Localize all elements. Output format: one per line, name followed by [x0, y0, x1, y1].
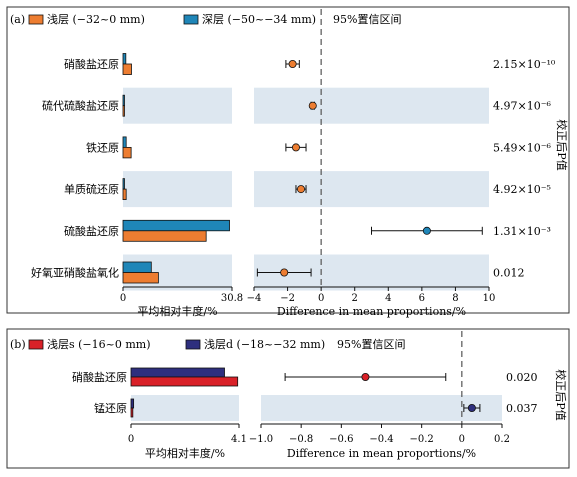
mean-point: [308, 101, 317, 110]
panel-frame: [6, 6, 570, 314]
tick-label: −1.0: [249, 434, 273, 445]
bar: [130, 398, 135, 409]
panel-b: (b) 浅层s (−16~0 mm) 浅层d (−18~−32 mm) 95%置信区间…: [6, 328, 570, 469]
x-axis-label: Difference in mean proportions/%: [277, 305, 466, 318]
category-label: 铁还原: [86, 141, 119, 154]
bar: [122, 136, 127, 148]
category-label: 硝酸盐还原: [72, 370, 127, 384]
tick-label: 4.1: [231, 434, 247, 445]
panel-label: (b): [10, 338, 26, 351]
category-label: 锰还原: [94, 401, 127, 415]
x-axis-label: Difference in mean proportions/%: [287, 447, 476, 460]
category-label: 硫酸盐还原: [64, 224, 119, 238]
x-axis-label: 平均相对丰度/%: [145, 446, 225, 460]
legend-swatch: [185, 339, 201, 350]
row-band: [254, 87, 489, 124]
tick-label: 0: [120, 293, 126, 304]
legend-label: 浅层 (−32~0 mm): [47, 13, 145, 26]
tick-label: −0.6: [329, 434, 353, 445]
p-value: 0.020: [506, 371, 538, 384]
mean-point: [291, 143, 300, 152]
bar: [130, 407, 134, 418]
bar: [122, 230, 207, 242]
panel-frame: [6, 328, 570, 469]
row-band: [123, 87, 232, 124]
p-value: 2.15×10⁻¹⁰: [493, 58, 556, 71]
bar: [122, 63, 132, 75]
legend-label: 浅层d (−18~−32 mm): [204, 338, 325, 351]
row-band: [254, 171, 489, 208]
category-label: 硝酸盐还原: [64, 57, 119, 71]
bar: [122, 94, 125, 107]
tick-label: 0: [128, 434, 134, 445]
legend-label: 深层 (−50~−34 mm): [202, 13, 316, 26]
category-label: 单质硫还原: [64, 182, 119, 196]
tick-label: −4: [247, 293, 262, 304]
tick-label: 10: [483, 293, 496, 304]
bar: [122, 261, 152, 273]
p-value: 4.92×10⁻⁵: [493, 183, 551, 196]
tick-label: −0.2: [410, 434, 434, 445]
row-band: [131, 395, 239, 421]
panel-label: (a): [10, 13, 25, 26]
p-value-axis-label: 校正后P值: [555, 119, 569, 170]
mean-point: [361, 372, 370, 381]
p-value: 0.037: [506, 402, 538, 415]
tick-label: 0: [318, 293, 324, 304]
panel-a: (a) 浅层 (−32~0 mm) 深层 (−50~−34 mm) 95%置信区间硝酸…: [6, 6, 570, 318]
tick-label: 4: [385, 293, 391, 304]
bar: [122, 53, 127, 65]
ci-legend: 95%置信区间: [333, 13, 401, 26]
tick-label: 30.8: [221, 293, 243, 304]
bar: [122, 178, 125, 190]
tick-label: 0.2: [494, 434, 510, 445]
bar: [122, 105, 125, 117]
p-value: 4.97×10⁻⁶: [493, 100, 552, 113]
p-value: 1.31×10⁻³: [493, 225, 551, 238]
legend-label: 浅层s (−16~0 mm): [47, 338, 151, 351]
tick-label: −0.8: [289, 434, 313, 445]
tick-label: 2: [352, 293, 358, 304]
x-axis-label: 平均相对丰度/%: [137, 304, 217, 318]
legend-swatch: [28, 14, 44, 25]
mean-point: [296, 185, 305, 194]
category-label: 好氧亚硝酸盐氧化: [31, 266, 119, 280]
category-label: 硫代硫酸盐还原: [42, 99, 119, 113]
tick-label: 8: [452, 293, 458, 304]
bar: [122, 219, 230, 232]
p-value-axis-label: 校正后P值: [554, 369, 568, 420]
ci-legend: 95%置信区间: [337, 338, 405, 351]
p-value: 0.012: [493, 267, 525, 280]
legend-swatch: [183, 14, 199, 25]
mean-point: [422, 226, 431, 235]
legend-swatch: [28, 339, 44, 350]
row-band: [123, 171, 232, 208]
mean-point: [467, 403, 476, 412]
tick-label: 0: [459, 434, 465, 445]
tick-label: −2: [280, 293, 295, 304]
bar: [122, 146, 132, 159]
mean-point: [280, 268, 289, 277]
bar: [130, 376, 239, 387]
mean-point: [288, 60, 297, 69]
bar: [122, 188, 127, 201]
p-value: 5.49×10⁻⁶: [493, 141, 552, 154]
bar: [130, 367, 225, 378]
tick-label: 6: [419, 293, 425, 304]
bar: [122, 272, 159, 284]
tick-label: −0.4: [369, 434, 393, 445]
